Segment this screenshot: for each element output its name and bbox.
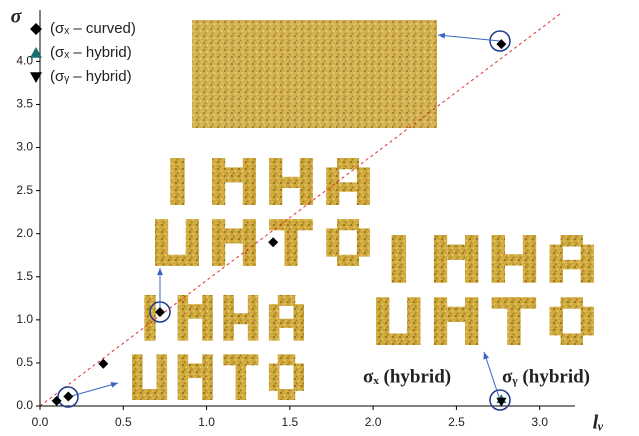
particle-block (144, 295, 155, 341)
y-tick-label: 2.0 (16, 226, 33, 240)
particle-block (337, 219, 359, 230)
particle-block (269, 304, 280, 341)
arrow (484, 352, 500, 400)
particle-block (376, 334, 420, 345)
y-tick-label: 2.5 (16, 183, 33, 197)
particle-block (178, 295, 189, 341)
data-point (98, 359, 108, 369)
particle-block (339, 182, 357, 191)
x-tick-label: 1.5 (282, 415, 299, 429)
particle-block (357, 228, 370, 256)
particle-block (243, 158, 256, 205)
particle-block (278, 354, 296, 365)
legend-label: (σₓ – hybrid) (50, 44, 132, 61)
particle-block (282, 177, 300, 188)
particle-block (434, 235, 447, 283)
x-tick-label: 0.0 (32, 415, 49, 429)
particle-block (293, 363, 304, 390)
annotation: σₓ (hybrid) (363, 366, 451, 387)
y-tick-label: 3.5 (16, 97, 33, 111)
particle-block (236, 354, 247, 400)
particle-block (243, 219, 256, 266)
particle-block (561, 235, 583, 246)
y-tick-label: 1.0 (16, 312, 33, 326)
particle-block (279, 319, 293, 328)
particle-block (269, 363, 280, 390)
particle-block (202, 354, 213, 400)
particle-block (188, 363, 202, 378)
particle-block (155, 255, 199, 266)
legend-label: (σₓ – curved) (50, 20, 136, 37)
particle-block (505, 254, 523, 265)
particle-block (293, 304, 304, 341)
particle-block (225, 167, 243, 182)
particle-block (223, 295, 234, 341)
y-axis-title: σ (11, 6, 23, 28)
particle-block (447, 245, 465, 260)
x-tick-label: 0.5 (115, 415, 132, 429)
particle-block (212, 219, 225, 266)
particle-block (563, 260, 581, 270)
particle-block (234, 313, 248, 324)
particle-block (269, 158, 282, 205)
particle-block (212, 158, 225, 205)
y-tick-label: 3.0 (16, 140, 33, 154)
y-tick-label: 1.5 (16, 269, 33, 283)
particle-block (357, 167, 370, 205)
particle-block (492, 235, 505, 283)
x-axis-title: lᵥ (593, 412, 604, 434)
particle-block (507, 297, 520, 345)
annotation: σᵧ (hybrid) (502, 366, 590, 387)
x-tick-label: 2.0 (365, 415, 382, 429)
x-tick-label: 1.0 (198, 415, 215, 429)
x-tick-label: 2.5 (448, 415, 465, 429)
particle-block (248, 295, 259, 341)
particle-block (561, 297, 583, 308)
particle-block (326, 167, 339, 205)
particle-block (465, 235, 478, 283)
particle-block (337, 158, 359, 169)
particle-block (523, 235, 536, 283)
y-tick-label: 0.0 (16, 398, 33, 412)
particle-block (278, 295, 296, 306)
particle-block (326, 228, 339, 256)
particle-block (581, 245, 594, 283)
data-point (268, 237, 278, 247)
particle-block (465, 297, 478, 345)
particle-block (550, 307, 563, 336)
particle-block (300, 158, 313, 205)
particle-block (178, 354, 189, 400)
y-tick-label: 0.5 (16, 355, 33, 369)
particle-block (581, 307, 594, 336)
particle-block (337, 255, 359, 266)
data-point (155, 307, 165, 317)
particle-block (284, 219, 297, 266)
particle-block (561, 334, 583, 345)
data-point (63, 392, 73, 402)
y-tick-label: 4.0 (16, 54, 33, 68)
particle-block (225, 228, 243, 243)
particle-block (550, 245, 563, 283)
particle-block (188, 304, 202, 319)
particle-block (434, 297, 447, 345)
particle-images (132, 20, 594, 400)
particle-block (170, 158, 184, 205)
particle-block (202, 295, 213, 341)
legend-label: (σᵧ – hybrid) (50, 68, 132, 85)
particle-block (392, 235, 406, 283)
particle-block (278, 389, 296, 400)
x-tick-label: 3.0 (531, 415, 548, 429)
particle-block (447, 307, 465, 322)
particle-block (132, 389, 167, 400)
chart: σ lᵥ σₓ (hybrid) σᵧ (hybrid) 0.0 0.5 1.0 1.… (0, 0, 639, 436)
